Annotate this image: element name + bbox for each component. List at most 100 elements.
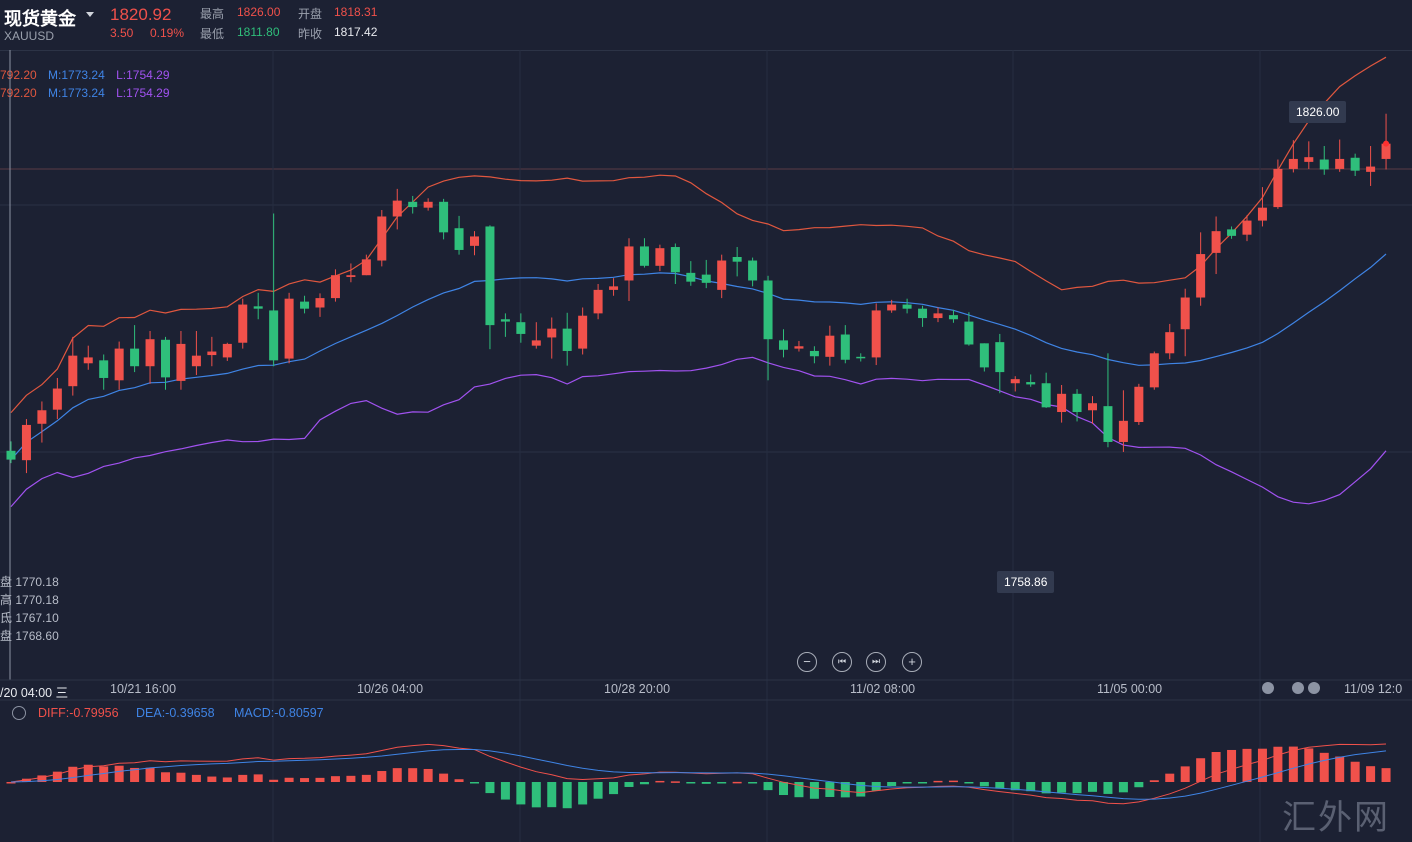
candlestick-series <box>6 113 1391 474</box>
macd-bar <box>454 779 464 782</box>
boll-legend-2: 792.20 M:1773.24 L:1754.29 <box>0 86 178 100</box>
settings-gear-icon[interactable] <box>12 706 26 720</box>
macd-bar <box>593 782 603 799</box>
candle-body <box>593 289 603 314</box>
macd-bar <box>1211 751 1221 782</box>
zoom-out-button[interactable]: − <box>797 652 817 672</box>
macd-bar <box>392 768 402 782</box>
candle-body <box>779 340 788 350</box>
candle-body <box>1211 231 1221 253</box>
candle-body <box>315 298 325 308</box>
candle-body <box>238 304 248 343</box>
macd-bar <box>1319 752 1329 782</box>
candle-body <box>68 355 78 387</box>
ohlc-low: 氐 1767.10 <box>0 611 59 625</box>
candle-body <box>1196 254 1206 298</box>
prev-button[interactable]: ⏮ <box>832 652 852 672</box>
price-change-pct: 0.19% <box>150 26 185 40</box>
candle-body <box>856 356 866 359</box>
candle-body <box>948 315 958 320</box>
macd-bar <box>1304 748 1314 782</box>
candle-body <box>161 339 170 378</box>
zoom-in-button[interactable]: + <box>902 652 922 672</box>
max-price-tooltip: 1826.00 <box>1289 101 1347 123</box>
macd-diff: DIFF:-0.79956 <box>38 706 119 720</box>
macd-bar <box>1103 782 1113 794</box>
macd-bar <box>361 774 371 782</box>
macd-bar <box>222 777 232 782</box>
instrument-name[interactable]: 现货黄金 <box>4 9 76 29</box>
macd-bar <box>83 764 93 782</box>
macd-bar <box>315 777 325 782</box>
macd-bar <box>1072 782 1082 794</box>
macd-bar <box>176 772 186 782</box>
candle-body <box>1103 406 1113 442</box>
macd-bar <box>253 774 263 782</box>
chart-grid <box>0 50 1412 842</box>
candle-body <box>253 306 263 309</box>
macd-bar <box>1118 782 1128 793</box>
candle-body <box>516 322 526 334</box>
open-label: 开盘 <box>298 7 323 21</box>
candle-body <box>871 310 881 358</box>
candle-body <box>995 342 1005 373</box>
candle-body <box>1304 157 1314 162</box>
candle-body <box>207 351 217 356</box>
low-label: 最低 <box>200 27 225 41</box>
macd-bar <box>191 774 201 782</box>
candle-body <box>1026 382 1036 385</box>
macd-bar <box>1088 782 1097 792</box>
macd-bar <box>516 782 526 805</box>
candle-body <box>346 275 356 277</box>
candle-body <box>1149 353 1159 388</box>
macd-bar <box>439 773 449 782</box>
next-button[interactable]: ⏭ <box>866 652 886 672</box>
macd-bar <box>408 768 418 782</box>
candle-body <box>300 301 310 309</box>
candle-body <box>408 201 418 208</box>
macd-dea: DEA:-0.39658 <box>136 706 215 720</box>
candle-body <box>392 200 402 217</box>
candle-body <box>933 313 943 319</box>
candle-body <box>670 247 680 273</box>
candle-body <box>1180 297 1190 330</box>
candle-body <box>37 410 47 424</box>
scroll-dot[interactable] <box>1308 682 1320 694</box>
candle-body <box>1227 229 1237 236</box>
macd-bar <box>1257 748 1267 782</box>
open-value: 1818.31 <box>334 5 378 19</box>
macd-bar <box>1273 746 1283 782</box>
watermark-logo: 汇外网 <box>1282 800 1390 837</box>
macd-bar <box>485 782 495 794</box>
macd-bar <box>269 779 279 782</box>
candle-body <box>1088 403 1097 411</box>
macd-bar <box>655 780 665 783</box>
candle-body <box>222 343 232 358</box>
price-change: 3.50 <box>110 26 134 40</box>
candle-body <box>1072 393 1082 413</box>
min-price-tooltip: 1758.86 <box>997 571 1055 593</box>
macd-bar <box>1350 761 1360 782</box>
high-label: 最高 <box>200 7 225 21</box>
macd-bar <box>562 782 572 809</box>
candle-body <box>1041 383 1051 408</box>
candle-body <box>454 228 464 250</box>
candle-body <box>578 315 588 349</box>
candle-body <box>83 357 93 364</box>
candle-body <box>1257 207 1267 221</box>
scroll-dot[interactable] <box>1262 682 1274 694</box>
low-value: 1811.80 <box>237 25 280 39</box>
scroll-dot[interactable] <box>1292 682 1304 694</box>
instrument-dropdown-icon[interactable] <box>86 12 94 17</box>
macd-bar <box>423 768 433 782</box>
candle-body <box>500 319 510 322</box>
macd-bar <box>1057 782 1067 793</box>
candle-body <box>624 246 634 281</box>
macd-bar <box>794 782 804 798</box>
instrument-symbol: XAUUSD <box>4 29 55 43</box>
ohlc-close: 盘 1768.60 <box>0 629 59 643</box>
boll-mid-line <box>10 253 1387 460</box>
candle-body <box>1165 332 1175 354</box>
candle-body <box>191 355 201 367</box>
